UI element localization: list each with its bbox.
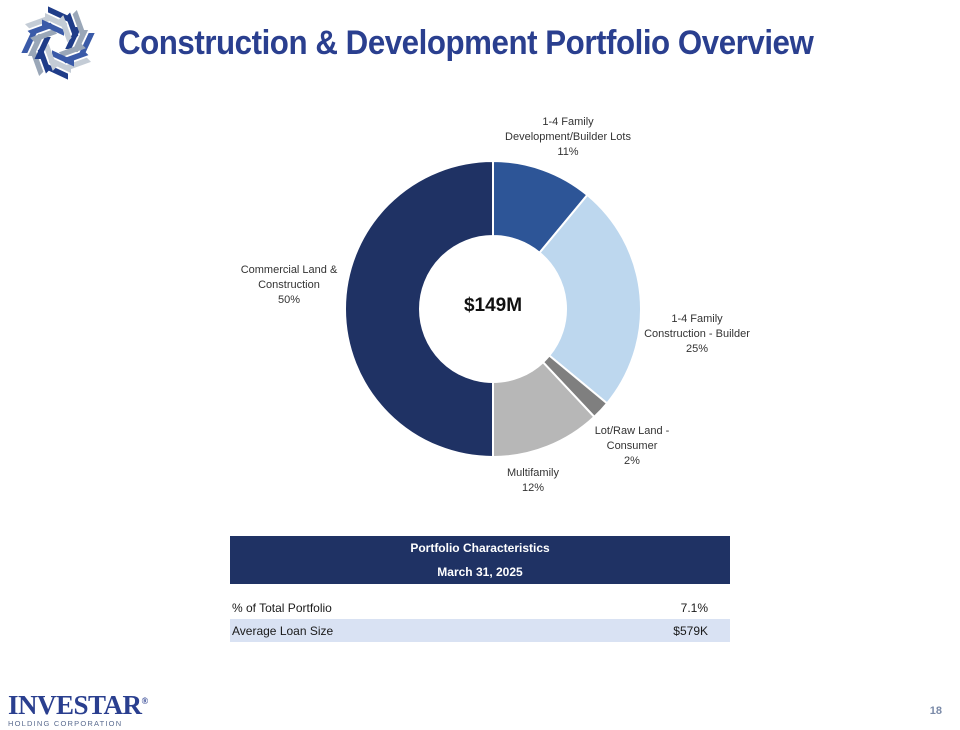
donut-center-label: $149M bbox=[464, 295, 522, 316]
investar-wordmark: INVESTAR® HOLDING CORPORATION bbox=[8, 688, 148, 729]
slice-label: 1-4 Family Construction - Builder 25% bbox=[644, 313, 750, 355]
donut-slice bbox=[344, 159, 494, 459]
slice-label: Multifamily 12% bbox=[507, 467, 559, 494]
table-row-value: 7.1% bbox=[680, 600, 708, 615]
page-number: 18 bbox=[929, 705, 942, 717]
table-header-date: March 31, 2025 bbox=[437, 565, 523, 579]
page-title: Construction & Development Portfolio Ove… bbox=[118, 24, 814, 62]
table-row-value: $579K bbox=[673, 623, 708, 638]
slice-label: Commercial Land & Construction 50% bbox=[241, 264, 338, 306]
table-row-average-loan-size: Average Loan Size $579K bbox=[230, 619, 730, 642]
slice-label: Lot/Raw Land -Consumer 2% bbox=[595, 425, 670, 467]
donut-slice bbox=[538, 193, 642, 405]
brand-subtitle: HOLDING CORPORATION bbox=[8, 719, 123, 728]
table-header: Portfolio Characteristics March 31, 2025 bbox=[230, 536, 730, 584]
donut-chart: 1-4 Family Development/Builder Lots 11% 1-4… bbox=[241, 116, 751, 494]
table-row-label: % of Total Portfolio bbox=[232, 600, 332, 615]
slice-label: 1-4 Family Development/Builder Lots 11% bbox=[505, 116, 631, 158]
brand-name: INVESTAR® bbox=[8, 690, 148, 720]
table-row-total-portfolio: % of Total Portfolio 7.1% bbox=[230, 596, 730, 619]
company-logo-icon bbox=[21, 6, 95, 80]
table-row-label: Average Loan Size bbox=[232, 623, 334, 638]
portfolio-characteristics-table: Portfolio Characteristics March 31, 2025… bbox=[230, 536, 730, 642]
table-header-title: Portfolio Characteristics bbox=[410, 541, 550, 555]
